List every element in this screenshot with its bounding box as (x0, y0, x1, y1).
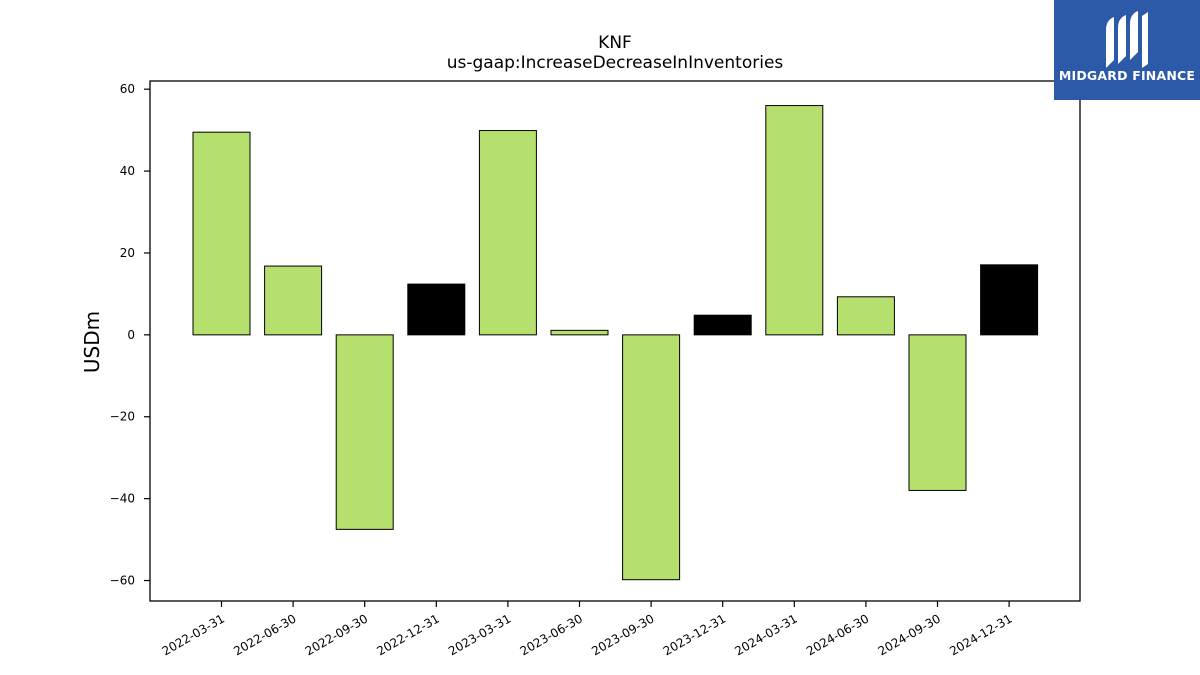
x-tick-label: 2022-09-30 (303, 611, 370, 658)
x-tick-label: 2022-12-31 (374, 611, 441, 658)
bar-2022-03-31 (192, 131, 251, 336)
x-tick-label: 2024-03-31 (732, 611, 799, 658)
y-tick-label: 0 (127, 328, 135, 342)
bar-2024-12-31 (980, 264, 1039, 336)
x-tick-label: 2023-03-31 (446, 611, 513, 658)
y-tick-label: −60 (110, 574, 135, 588)
brand-name: MIDGARD FINANCE (1058, 68, 1196, 83)
x-tick-label: 2023-09-30 (589, 611, 656, 658)
chart-subtitle: us-gaap:IncreaseDecreaseInInventories (447, 53, 784, 73)
x-axis: 2022-03-31 2022-06-30 2022-09-30 2022-12-31… (160, 601, 1015, 658)
y-tick-label: 40 (120, 164, 135, 178)
bar-2024-09-30 (908, 334, 967, 491)
y-tick-label: −20 (110, 410, 135, 424)
x-tick-label: 2023-06-30 (518, 611, 585, 658)
y-tick-label: −40 (110, 492, 135, 506)
y-axis-label: USDm (80, 311, 104, 373)
midgard-logo-icon (1106, 11, 1148, 68)
y-tick-label: 20 (120, 246, 135, 260)
bar-2022-12-31 (407, 283, 466, 336)
brand-logo: MIDGARD FINANCE (1054, 0, 1200, 100)
chart-title: KNF (598, 33, 632, 53)
bars-group (192, 105, 1039, 581)
bar-2022-06-30 (264, 265, 323, 336)
x-tick-label: 2023-12-31 (661, 611, 728, 658)
y-axis: 60 40 20 0 −20 −40 −60 (110, 82, 150, 588)
y-tick-label: 60 (120, 82, 135, 96)
bar-2024-06-30 (836, 296, 895, 336)
x-tick-label: 2022-03-31 (160, 611, 227, 658)
bar-2023-09-30 (622, 334, 681, 581)
bar-2023-06-30 (550, 329, 609, 336)
x-tick-label: 2024-09-30 (876, 611, 943, 658)
x-tick-label: 2024-12-31 (947, 611, 1014, 658)
x-tick-label: 2024-06-30 (804, 611, 871, 658)
bar-2023-03-31 (478, 130, 537, 336)
plot-frame (149, 80, 1081, 602)
x-tick-label: 2022-06-30 (231, 611, 298, 658)
bar-2022-09-30 (335, 334, 394, 530)
bar-2024-03-31 (765, 105, 824, 336)
bar-2023-12-31 (693, 314, 752, 336)
